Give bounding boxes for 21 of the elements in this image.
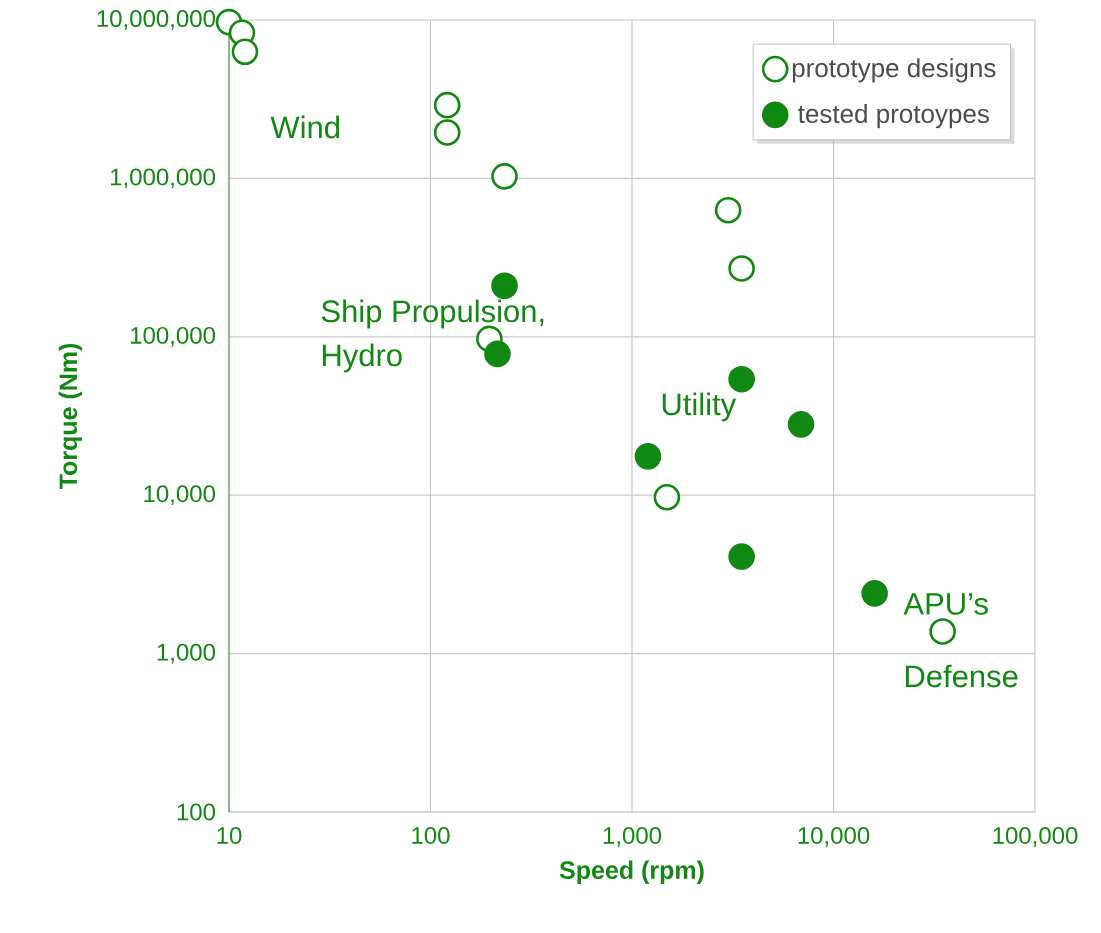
y-tick-label: 100,000 (131, 326, 215, 347)
legend-label: tested protoypes (798, 103, 989, 129)
x-tick-label: 1,000 (603, 827, 662, 847)
y-tick-label: 10,000 (144, 485, 216, 506)
y-tick-label: 10,000,000 (97, 10, 215, 30)
x-tick-label: 100,000 (993, 827, 1078, 847)
x-tick-label: 10 (217, 827, 242, 845)
y-tick-label: 1,000,000 (110, 168, 215, 189)
annotation: Hydro (322, 343, 402, 373)
x-tick-label: 10,000 (798, 827, 870, 847)
x-tick-label: 100 (412, 827, 450, 845)
annotation: Wind (270, 115, 340, 139)
y-tick-label: 1,000 (157, 643, 216, 664)
annotation: Ship Propulsion, (321, 299, 544, 329)
legend-label: prototype designs (792, 58, 996, 83)
x-axis-title: Speed (rpm) (559, 860, 704, 884)
y-axis-title: Torque (Nm) (58, 343, 83, 490)
y-tick-label: 100 (177, 803, 216, 821)
annotation: Defense (905, 664, 1018, 688)
annotation: APU’s (903, 593, 988, 615)
annotation: Utility (662, 392, 737, 422)
